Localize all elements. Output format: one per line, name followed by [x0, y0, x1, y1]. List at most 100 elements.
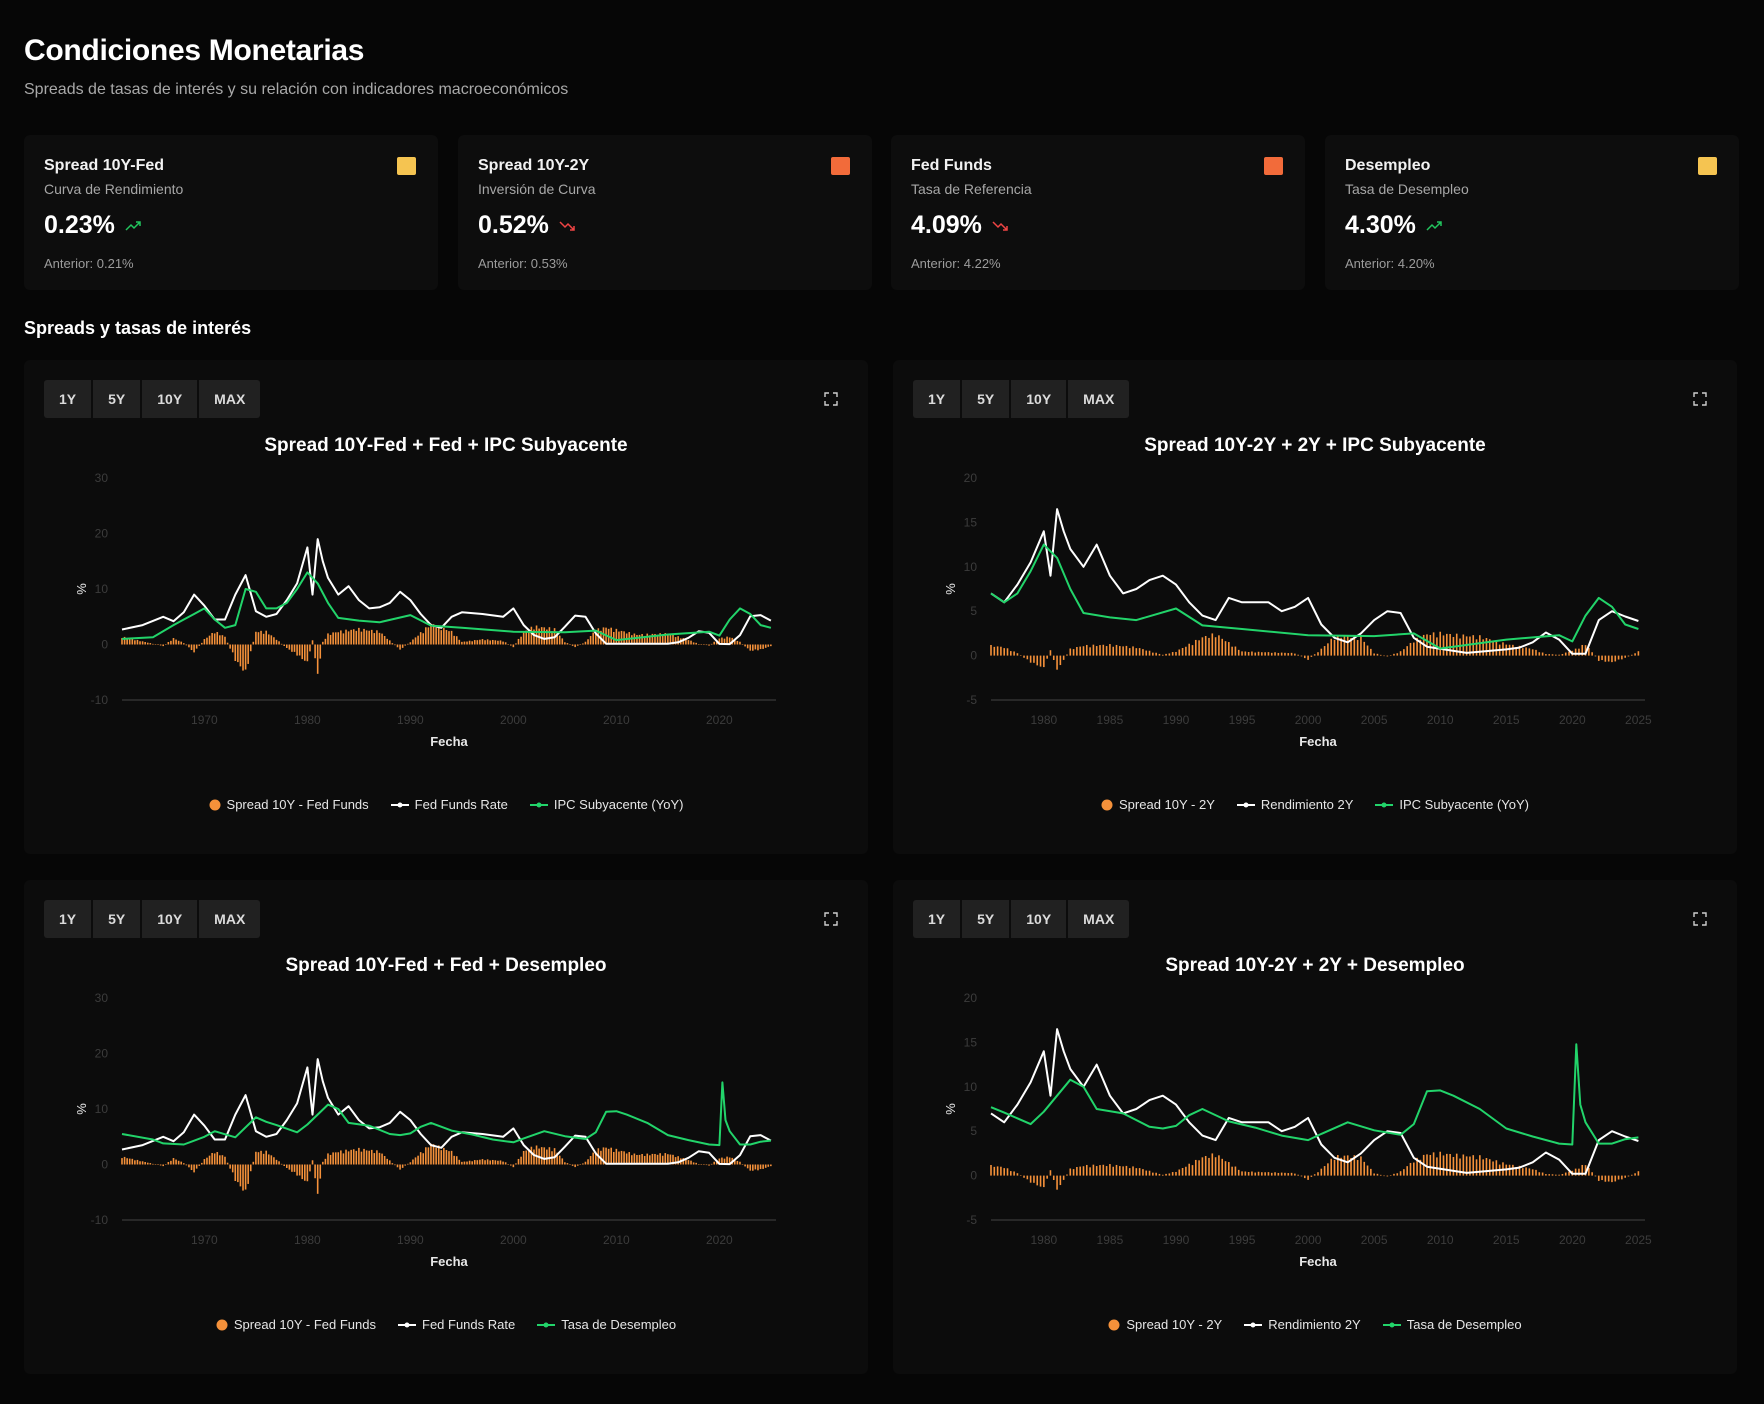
range-5y-button[interactable]: 5Y	[93, 900, 141, 938]
spread-bar	[1178, 1169, 1181, 1176]
spread-bar	[157, 644, 159, 645]
spread-bar	[1399, 651, 1402, 656]
spread-bar	[1558, 1174, 1560, 1176]
spread-bar	[304, 644, 306, 661]
spread-bar	[131, 1158, 134, 1165]
spread-bar	[672, 1154, 674, 1165]
spread-bar	[1551, 1174, 1554, 1176]
legend-item[interactable]: Rendimiento 2Y	[1244, 1317, 1361, 1332]
kpi-cards: Spread 10Y-Fed Curva de Rendimiento 0.23…	[24, 135, 1740, 290]
range-max-button[interactable]: MAX	[1068, 900, 1130, 938]
expand-icon[interactable]	[1693, 912, 1707, 926]
range-1y-button[interactable]: 1Y	[44, 380, 92, 418]
spread-bar	[1581, 644, 1584, 656]
spread-bar	[1521, 648, 1524, 656]
spread-bar	[690, 640, 692, 645]
spread-bar	[177, 640, 180, 645]
expand-icon[interactable]	[1693, 392, 1707, 406]
spread-bar	[324, 638, 327, 645]
spread-bar	[1551, 654, 1554, 656]
spread-bar	[594, 631, 597, 645]
kpi-previous: Anterior: 0.21%	[44, 256, 134, 271]
spread-bar	[734, 1159, 736, 1165]
spread-bar	[1280, 652, 1283, 656]
range-10y-button[interactable]: 10Y	[142, 380, 198, 418]
legend-item[interactable]: Spread 10Y - Fed Funds	[216, 1317, 376, 1332]
spread-bar	[267, 634, 270, 645]
kpi-name: Desempleo	[1345, 157, 1431, 174]
spread-bar	[355, 630, 358, 645]
y-tick-label: 10	[95, 1102, 109, 1116]
spread-bar	[1122, 1166, 1124, 1176]
spread-bar	[322, 641, 324, 645]
spread-bar	[1168, 1173, 1171, 1176]
spread-bar	[697, 644, 700, 645]
range-10y-button[interactable]: 10Y	[142, 900, 198, 938]
spread-bar	[136, 639, 139, 645]
range-1y-button[interactable]: 1Y	[913, 900, 961, 938]
range-5y-button[interactable]: 5Y	[962, 380, 1010, 418]
legend-item[interactable]: Tasa de Desempleo	[1382, 1317, 1522, 1332]
spread-bar	[437, 625, 440, 645]
spread-bar	[499, 640, 502, 645]
range-1y-button[interactable]: 1Y	[44, 900, 92, 938]
spread-bar	[726, 1156, 728, 1165]
legend-item[interactable]: Spread 10Y - 2Y	[1101, 797, 1215, 812]
spread-bar	[607, 1148, 610, 1165]
range-max-button[interactable]: MAX	[199, 380, 261, 418]
spread-bar	[324, 1158, 327, 1165]
spread-bar	[249, 644, 252, 652]
spread-bar	[1023, 1175, 1025, 1178]
legend-item[interactable]: Rendimiento 2Y	[1236, 797, 1353, 812]
range-10y-button[interactable]: 10Y	[1011, 380, 1067, 418]
spread-bar	[1013, 1171, 1015, 1176]
spread-bar	[1251, 651, 1253, 656]
spread-bar	[623, 1151, 625, 1165]
spread-bar	[458, 1159, 461, 1165]
spread-bar	[540, 1147, 543, 1165]
chart-panel: 1Y 5Y 10Y MAX Spread 10Y-2Y + 2Y + Desem…	[893, 880, 1737, 1374]
range-5y-button[interactable]: 5Y	[93, 380, 141, 418]
legend-item[interactable]: Fed Funds Rate	[398, 1317, 515, 1332]
spread-bar	[1512, 1164, 1514, 1176]
legend-item[interactable]: IPC Subyacente (YoY)	[1375, 797, 1529, 812]
legend-dot	[1101, 799, 1113, 810]
legend-item[interactable]: Tasa de Desempleo	[537, 1317, 676, 1332]
spread-bar	[463, 1161, 466, 1165]
spread-bar	[1488, 1159, 1491, 1176]
expand-icon[interactable]	[824, 392, 838, 406]
spread-bar	[1528, 1168, 1531, 1176]
series-line	[990, 1043, 1639, 1146]
spread-bar	[509, 1164, 512, 1166]
legend-dot-icon	[1108, 1319, 1120, 1330]
spread-bar	[136, 1159, 139, 1165]
legend-item[interactable]: IPC Subyacente (YoY)	[529, 797, 683, 812]
spread-bar	[484, 640, 486, 645]
spread-bar	[1485, 638, 1488, 656]
spread-bar	[419, 1152, 422, 1165]
spread-bar	[1459, 1158, 1461, 1176]
spread-bar	[1013, 651, 1015, 656]
spread-bar	[528, 1149, 530, 1165]
x-tick-label: 1980	[1030, 713, 1057, 727]
legend-item[interactable]: Fed Funds Rate	[390, 797, 508, 812]
spread-bar	[1564, 1172, 1567, 1176]
range-max-button[interactable]: MAX	[199, 900, 261, 938]
range-1y-button[interactable]: 1Y	[913, 380, 961, 418]
spread-bar	[1508, 1164, 1511, 1176]
spread-bar	[1472, 635, 1475, 656]
spread-bar	[301, 644, 304, 660]
spread-bar	[1039, 655, 1042, 667]
range-10y-button[interactable]: 10Y	[1011, 900, 1067, 938]
legend-item[interactable]: Spread 10Y - 2Y	[1108, 1317, 1222, 1332]
spread-bar	[430, 623, 432, 645]
spread-bar	[1194, 1159, 1197, 1176]
x-tick-label: 2020	[1559, 1233, 1586, 1247]
spread-bar	[579, 1164, 582, 1165]
legend-item[interactable]: Spread 10Y - Fed Funds	[209, 797, 369, 812]
range-max-button[interactable]: MAX	[1068, 380, 1130, 418]
spread-bar	[1611, 1175, 1613, 1183]
spread-bar	[1469, 1156, 1471, 1176]
expand-icon[interactable]	[824, 912, 838, 926]
range-5y-button[interactable]: 5Y	[962, 900, 1010, 938]
